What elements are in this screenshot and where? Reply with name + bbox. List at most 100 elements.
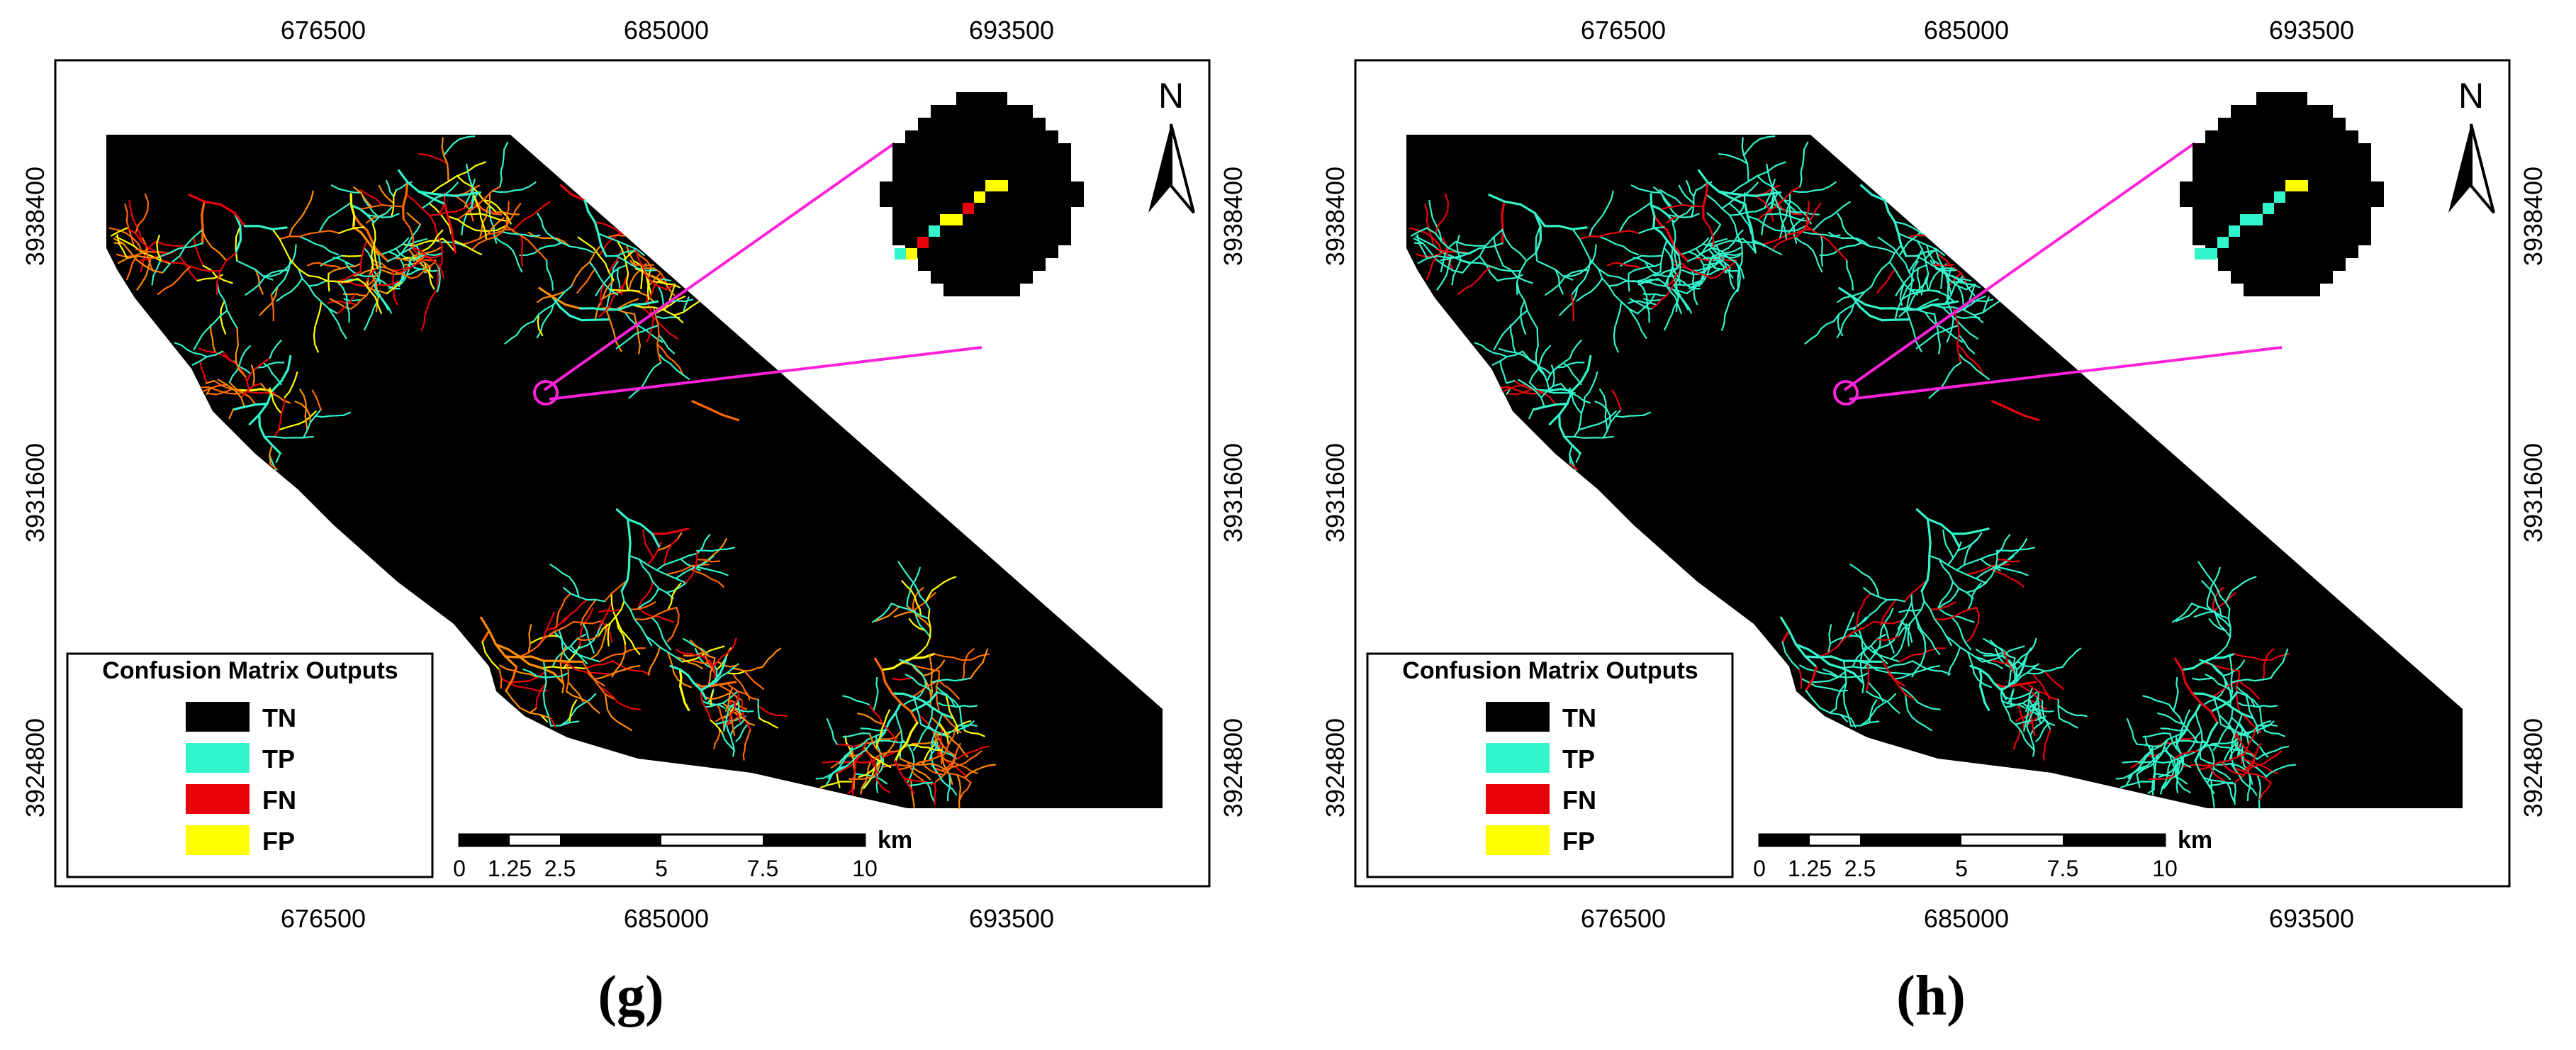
y-tick-right: 3924800	[1219, 718, 1248, 817]
x-tick-top: 685000	[624, 16, 709, 45]
y-tick-left: 3924800	[21, 718, 50, 817]
zoom-target-circle	[533, 380, 559, 406]
y-tick-left: 3931600	[1321, 443, 1350, 542]
legend-swatch-fn	[186, 784, 250, 814]
stream-network	[108, 135, 997, 810]
scale-label: 0	[1753, 856, 1766, 881]
zoom-pixel	[2263, 203, 2274, 214]
zoom-pixel	[997, 180, 1008, 191]
y-tick-left: 3931600	[21, 443, 50, 542]
scale-label: 0	[453, 856, 466, 881]
scale-label: 2.5	[544, 856, 576, 881]
legend-swatch-tn	[186, 702, 250, 732]
map-figure-g: 676500 685000 693500 676500 685000 69350…	[21, 16, 1248, 933]
zoom-pixel	[2195, 248, 2206, 259]
x-tick-top: 676500	[1581, 16, 1666, 45]
zoom-pixel	[974, 191, 985, 203]
scale-bar: 0 1.25 2.5 5 7.5 10 km	[453, 827, 912, 881]
zoom-pixel	[917, 237, 929, 248]
zoom-pixel	[985, 180, 997, 191]
map-figure-h: 676500 685000 693500 676500 685000 69350…	[1321, 16, 2548, 933]
callout-line	[543, 142, 896, 391]
zoom-pixel	[906, 248, 917, 259]
legend-swatch-fp	[1486, 825, 1550, 855]
legend-label-fp: FP	[1562, 827, 1595, 856]
legend-swatch-tp	[186, 743, 250, 773]
zoom-pixel	[2297, 180, 2308, 191]
legend-label-tp: TP	[262, 744, 295, 773]
zoom-pixel	[963, 203, 974, 214]
x-tick-bottom: 676500	[281, 904, 366, 933]
y-tick-right: 3938400	[2519, 167, 2548, 266]
scale-label: 10	[2152, 856, 2178, 881]
legend-label-fp: FP	[262, 827, 295, 856]
zoom-pixel	[2274, 191, 2285, 203]
legend-swatch-tp	[1486, 743, 1550, 773]
scale-label: 10	[852, 856, 878, 881]
zoom-pixel	[929, 225, 940, 237]
legend-title: Confusion Matrix Outputs	[1402, 657, 1698, 684]
zoom-pixel	[2285, 180, 2297, 191]
scale-label: 1.25	[1788, 856, 1832, 881]
zoom-pixel	[940, 214, 951, 225]
scale-label: 7.5	[747, 856, 778, 881]
callout-line	[1849, 346, 2283, 401]
y-tick-right: 3931600	[1219, 443, 1248, 542]
x-tick-top: 676500	[281, 16, 366, 45]
stream-network	[1409, 135, 2297, 810]
callout-line	[549, 346, 982, 401]
scale-label: 1.25	[488, 856, 532, 881]
legend: Confusion Matrix Outputs TN TP FN FP	[66, 652, 434, 878]
zoom-target-circle	[1833, 380, 1859, 406]
north-arrow-icon: N	[1148, 76, 1195, 214]
zoom-pixel	[2251, 214, 2263, 225]
scale-label: 5	[1955, 856, 1968, 881]
study-area-polygon	[1406, 135, 2463, 808]
scale-unit: km	[878, 827, 912, 854]
north-arrow-icon: N	[2448, 76, 2495, 214]
x-tick-bottom: 676500	[1581, 904, 1666, 933]
zoom-pixel	[2240, 214, 2251, 225]
subfigure-label-h: (h)	[1896, 965, 1966, 1027]
y-tick-left: 3938400	[1321, 167, 1350, 266]
scale-bar: 0 1.25 2.5 5 7.5 10 km	[1753, 827, 2212, 881]
y-tick-left: 3924800	[1321, 718, 1350, 817]
legend-swatch-fn	[1486, 784, 1550, 814]
y-tick-right: 3931600	[2519, 443, 2548, 542]
scale-unit: km	[2178, 827, 2212, 854]
callout-line	[1843, 142, 2196, 391]
legend-label-tn: TN	[262, 703, 296, 732]
scale-label: 2.5	[1844, 856, 1876, 881]
map-panel-g: 676500 685000 693500 676500 685000 69350…	[0, 0, 1276, 1050]
map-panel-h: 676500 685000 693500 676500 685000 69350…	[1300, 0, 2576, 1050]
zoom-pixels	[2195, 180, 2308, 259]
x-tick-top: 693500	[969, 16, 1054, 45]
zoom-pixel	[895, 248, 906, 259]
zoom-pixels	[895, 180, 1008, 259]
zoom-pixel	[2217, 237, 2229, 248]
x-tick-bottom: 685000	[624, 904, 709, 933]
subfigure-label-g: (g)	[598, 965, 664, 1027]
north-label: N	[1158, 76, 1184, 116]
zoom-pixel	[951, 214, 963, 225]
x-tick-top: 693500	[2269, 16, 2354, 45]
legend-label-fn: FN	[262, 786, 296, 815]
y-tick-left: 3938400	[21, 167, 50, 266]
legend-label-tp: TP	[1562, 744, 1595, 773]
legend-swatch-fp	[186, 825, 250, 855]
north-label: N	[2458, 76, 2484, 116]
zoom-pixel	[2229, 225, 2240, 237]
x-tick-bottom: 693500	[2269, 904, 2354, 933]
y-tick-right: 3938400	[1219, 167, 1248, 266]
x-tick-bottom: 693500	[969, 904, 1054, 933]
legend: Confusion Matrix Outputs TN TP FN FP	[1366, 652, 1734, 878]
legend-title: Confusion Matrix Outputs	[102, 657, 398, 684]
x-tick-top: 685000	[1924, 16, 2009, 45]
scale-label: 5	[655, 856, 668, 881]
scale-label: 7.5	[2047, 856, 2078, 881]
legend-label-fn: FN	[1562, 786, 1596, 815]
x-tick-bottom: 685000	[1924, 904, 2009, 933]
legend-label-tn: TN	[1562, 703, 1596, 732]
legend-swatch-tn	[1486, 702, 1550, 732]
study-area-polygon	[106, 135, 1163, 808]
